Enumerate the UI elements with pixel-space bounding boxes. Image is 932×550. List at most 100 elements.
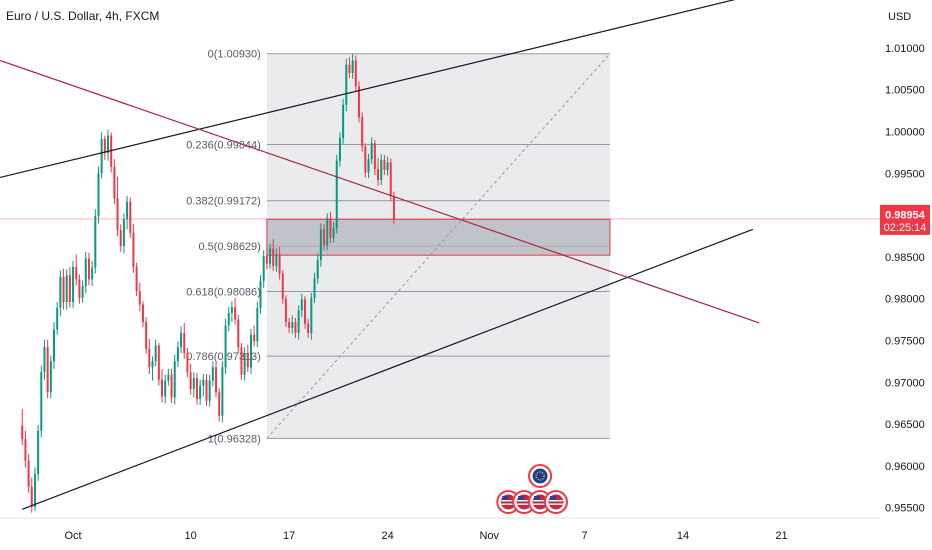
candle: [27, 454, 30, 493]
candle-body: [253, 334, 256, 342]
candle-body: [126, 201, 129, 220]
time-tick-label: 24: [381, 530, 393, 542]
candles: [21, 53, 395, 513]
candle: [24, 430, 27, 468]
candle: [132, 224, 135, 273]
candle: [316, 253, 319, 284]
candle-body: [227, 312, 230, 326]
candle: [199, 379, 202, 405]
candle-body: [224, 325, 227, 368]
candle-body: [53, 329, 56, 362]
candle-body: [326, 218, 329, 246]
candle-body: [180, 332, 183, 348]
candle: [221, 361, 224, 423]
candle-body: [56, 307, 59, 330]
candle-body: [135, 266, 138, 292]
candle: [351, 53, 354, 79]
candle: [94, 209, 97, 274]
candle: [59, 270, 62, 317]
candle: [338, 132, 341, 167]
us-event-icon: [543, 490, 568, 514]
candle-body: [113, 166, 116, 199]
candle: [72, 261, 75, 308]
candle: [180, 326, 183, 353]
candle-body: [303, 299, 306, 324]
candle-body: [21, 425, 24, 440]
candle-body: [129, 201, 132, 233]
candle-body: [100, 139, 103, 174]
channel-lower-line: [22, 228, 754, 510]
time-tick-label: Nov: [479, 530, 499, 542]
candle: [275, 248, 278, 272]
candle-body: [91, 267, 94, 280]
candle: [37, 424, 40, 481]
candle: [189, 363, 192, 395]
candle-body: [230, 307, 233, 313]
candle-body: [46, 347, 49, 393]
candle-body: [40, 372, 43, 431]
candle: [215, 362, 218, 398]
candle-body: [269, 248, 272, 264]
candle: [227, 307, 230, 332]
candle-body: [392, 195, 395, 220]
candle: [297, 305, 300, 340]
candle: [119, 224, 122, 252]
candle-body: [164, 380, 167, 397]
candle-body: [367, 159, 370, 173]
candle: [256, 302, 259, 348]
candle: [40, 365, 43, 438]
candle: [329, 211, 332, 244]
candle: [357, 81, 360, 123]
candle-body: [300, 299, 303, 311]
candle: [65, 269, 68, 310]
time-tick-label: Oct: [65, 530, 82, 542]
candle-body: [176, 347, 179, 362]
event-icons: [496, 464, 568, 514]
candle-body: [316, 260, 319, 279]
fib-level-label: 0.382(0.99172): [186, 196, 261, 208]
candle-body: [218, 392, 221, 416]
candle: [148, 338, 151, 374]
candle: [361, 112, 364, 152]
candle-body: [94, 215, 97, 268]
candle-body: [262, 256, 265, 282]
candle: [269, 243, 272, 269]
candle-body: [81, 286, 84, 298]
candle: [211, 361, 214, 387]
candle-body: [354, 60, 357, 87]
candle-body: [364, 146, 367, 173]
candle-body: [151, 361, 154, 368]
candle: [21, 409, 24, 445]
candle: [183, 322, 186, 359]
fib-diagonal-line: [266, 53, 611, 439]
candle-body: [84, 258, 87, 287]
candle: [249, 328, 252, 374]
time-tick-label: 10: [184, 530, 196, 542]
candle-body: [237, 319, 240, 348]
candle-body: [377, 169, 380, 180]
candle-body: [49, 361, 52, 393]
candle-body: [221, 367, 224, 416]
candle: [281, 270, 284, 304]
candle-body: [284, 298, 287, 323]
candle: [110, 132, 113, 173]
candle: [141, 301, 144, 328]
candle: [243, 347, 246, 381]
downtrend-line: [0, 59, 760, 324]
candle: [84, 251, 87, 294]
candle: [75, 254, 78, 286]
fib-level-label: 1(0.96328): [208, 433, 261, 445]
price-tick-label: 1.01000: [885, 43, 925, 55]
currency-label: USD: [888, 11, 911, 23]
candle-body: [272, 248, 275, 267]
candle: [49, 355, 52, 399]
candle: [294, 317, 297, 338]
candle-body: [37, 430, 40, 475]
candle: [154, 339, 157, 367]
candle-body: [145, 322, 148, 349]
candle: [253, 325, 256, 347]
candle: [116, 176, 119, 236]
bar-countdown: 02:25:14: [884, 222, 927, 234]
candle-body: [265, 256, 268, 264]
